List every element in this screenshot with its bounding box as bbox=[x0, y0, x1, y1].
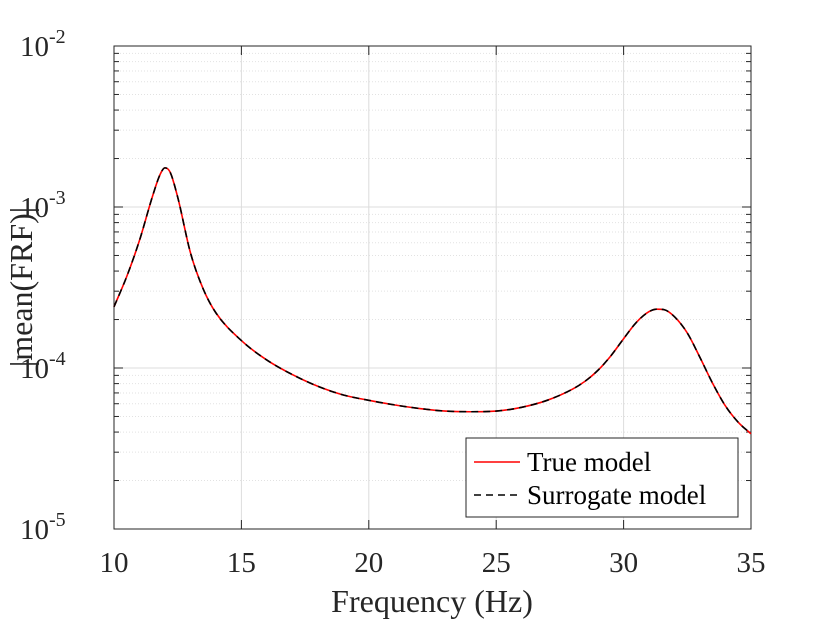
legend-box bbox=[465, 437, 739, 518]
legend-label-true-model: True model bbox=[527, 447, 651, 477]
y-tick-label-base: 10 bbox=[20, 514, 49, 546]
legend-label-surrogate-model: Surrogate model bbox=[527, 480, 706, 510]
tick-labels: 10-510-410-310-210 15 20 25 30 35 bbox=[20, 26, 766, 579]
y-tick-label-exponent: -2 bbox=[49, 26, 66, 48]
plot-area-frame bbox=[113, 45, 752, 530]
x-tick-label: 25 bbox=[482, 547, 511, 579]
y-tick-label-base: 10 bbox=[20, 31, 49, 63]
series bbox=[113, 167, 752, 435]
x-tick-label: 15 bbox=[227, 547, 256, 579]
y-tick-label-base: 10 bbox=[20, 353, 49, 385]
series-line-surrogate-model bbox=[113, 167, 752, 435]
y-tick-label: 10-4 bbox=[20, 348, 66, 385]
y-tick-label-exponent: -3 bbox=[49, 187, 66, 209]
x-tick-label: 35 bbox=[737, 547, 766, 579]
y-axis-title: |mean(FRF)| bbox=[3, 207, 39, 367]
x-axis-title: Frequency (Hz) bbox=[331, 583, 533, 619]
y-tick-label-base: 10 bbox=[20, 192, 49, 224]
y-tick-label-exponent: -4 bbox=[49, 348, 66, 370]
x-tick-label: 10 bbox=[100, 547, 129, 579]
y-tick-label: 10-3 bbox=[20, 187, 66, 224]
y-tick-label: 10-2 bbox=[20, 26, 66, 63]
x-tick-label: 20 bbox=[354, 547, 383, 579]
x-tick-label: 30 bbox=[609, 547, 638, 579]
series-line-true-model bbox=[113, 167, 752, 435]
legend: True model Surrogate model bbox=[465, 437, 739, 518]
axis-ticks bbox=[113, 45, 752, 530]
y-tick-label: 10-5 bbox=[20, 509, 66, 546]
y-tick-label-exponent: -5 bbox=[49, 509, 66, 531]
